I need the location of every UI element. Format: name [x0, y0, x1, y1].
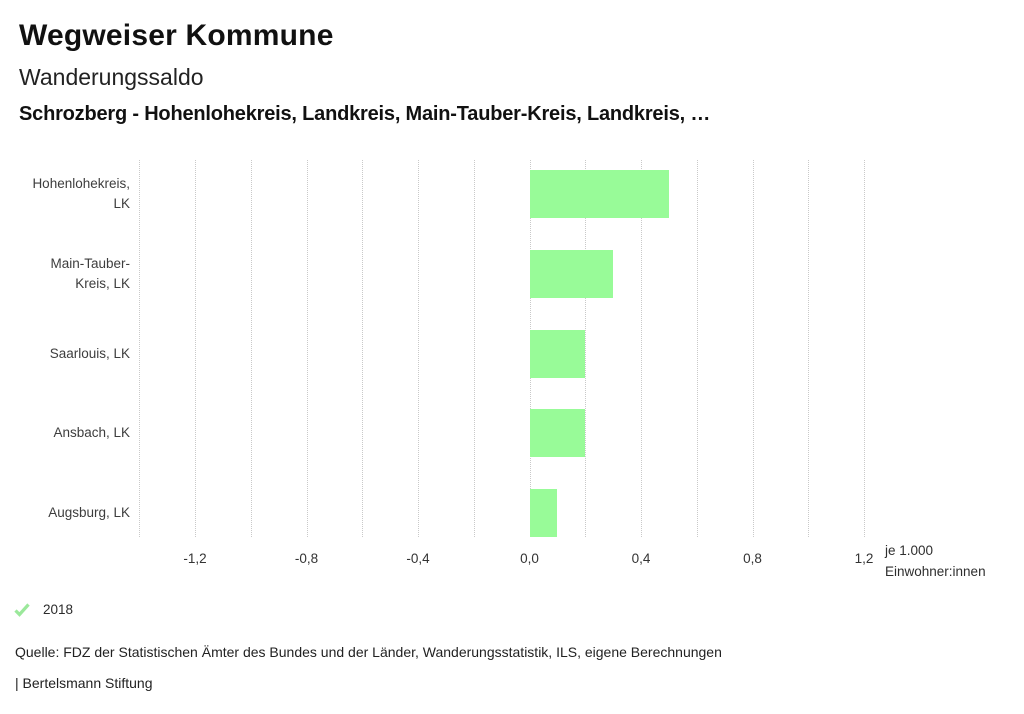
- gridline: [362, 160, 364, 537]
- x-tick-label: 1,2: [854, 551, 874, 566]
- gridline: [641, 160, 642, 537]
- gridline: [585, 160, 587, 537]
- x-axis-unit-line-1: je 1.000: [885, 543, 934, 558]
- gridline: [752, 160, 754, 537]
- app-title: Wegweiser Kommune: [19, 19, 334, 52]
- bar-Main-Tauber-Kreis, LK: [529, 250, 614, 299]
- gridline: [696, 160, 698, 537]
- x-tick-label: -0,8: [294, 551, 319, 566]
- gridline: [139, 160, 141, 537]
- bar-Saarlouis, LK: [529, 329, 586, 378]
- bar-Ansbach, LK: [529, 409, 586, 458]
- gridline: [864, 160, 865, 537]
- x-axis-unit-line-2: Einwohner:innen: [885, 564, 986, 579]
- chart-title: Wanderungssaldo: [19, 64, 204, 90]
- x-tick-label: 0,8: [743, 551, 762, 566]
- x-tick-label: -0,4: [406, 551, 430, 566]
- category-label: Augsburg, LK: [48, 505, 130, 521]
- category-label: Hohenlohekreis, LK: [32, 176, 130, 212]
- gridline: [250, 160, 252, 537]
- gridline: [473, 160, 475, 537]
- category-label: Saarlouis, LK: [49, 345, 130, 361]
- branding-note: | Bertelsmann Stiftung: [15, 675, 153, 691]
- x-axis-unit-label: je 1.000 Einwohner:innen: [885, 540, 986, 582]
- legend-year-label: 2018: [43, 602, 74, 617]
- x-tick-label: 0,4: [631, 551, 651, 566]
- legend: 2018: [14, 602, 73, 617]
- gridline: [306, 160, 308, 537]
- bar-Augsburg, LK: [529, 489, 558, 538]
- gridline: [195, 160, 196, 537]
- gridline: [808, 160, 810, 537]
- chart-filter-line: Schrozberg - Hohenlohekreis, Landkreis, …: [19, 103, 711, 125]
- bar-Hohenlohekreis, LK: [529, 170, 669, 219]
- x-tick-label: 0,0: [520, 551, 539, 566]
- check-icon: [14, 602, 30, 617]
- source-note: Quelle: FDZ der Statistischen Ämter des …: [15, 644, 722, 660]
- x-tick-label: -1,2: [183, 551, 207, 566]
- category-label: Ansbach, LK: [53, 425, 130, 441]
- gridline: [418, 160, 419, 537]
- category-label: Main-Tauber- Kreis, LK: [50, 256, 130, 292]
